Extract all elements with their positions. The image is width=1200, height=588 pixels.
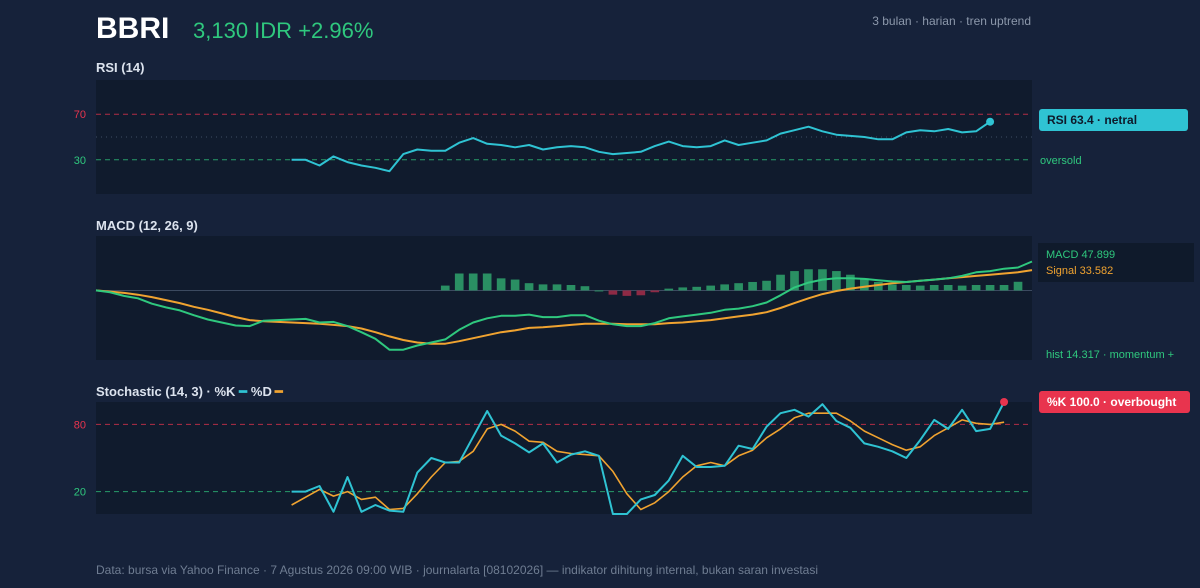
macd-histogram-bar [566, 284, 576, 291]
stochastic-last-point [1000, 398, 1009, 406]
macd-histogram-bar [552, 284, 562, 291]
macd-histogram-bar [846, 274, 855, 291]
macd-histogram-bar [496, 278, 506, 291]
macd-histogram-bar [804, 269, 813, 291]
macd-histogram-bar [748, 281, 757, 291]
macd-histogram-bar [734, 283, 743, 291]
macd-histogram-bar [664, 288, 674, 291]
macd-histogram-bar [538, 284, 548, 291]
rsi-callout-text: RSI 63.4 · netral [1047, 113, 1137, 127]
macd-histogram-bar [622, 290, 632, 296]
macd-signal-line [95, 269, 1033, 345]
macd-histogram-bar [720, 284, 729, 291]
rsi-title: RSI (14) [96, 60, 144, 75]
macd-histogram-bar [692, 286, 702, 291]
rsi-callout-box [1039, 109, 1188, 131]
stochastic-tick-label-20: 20 [74, 487, 86, 499]
macd-legend-signal: Signal 33.582 [1046, 265, 1113, 277]
stochastic-callout-text: %K 100.0 · overbought [1047, 395, 1176, 409]
macd-histogram-bar [1013, 281, 1023, 291]
macd-histogram-bar [636, 290, 646, 296]
macd-histogram-bar [650, 290, 660, 293]
stoch-d-legend-label: %D [251, 384, 272, 399]
rsi-oversold-label: oversold [1040, 155, 1082, 167]
stoch-d-legend-swatch: ━ [274, 384, 284, 399]
macd-histogram-bar [929, 284, 939, 291]
macd-histogram-bar [706, 285, 716, 291]
ticker-symbol: BBRI [96, 12, 169, 45]
macd-histogram-bar [999, 284, 1009, 291]
macd-histogram-bar [482, 273, 492, 291]
rsi-last-point [986, 117, 995, 126]
rsi-tick-label-70: 70 [74, 109, 86, 121]
macd-line [95, 260, 1033, 351]
macd-histogram-bar [873, 281, 883, 291]
macd-histogram-bar [440, 285, 450, 291]
macd-panel [96, 236, 1032, 360]
macd-histogram-bar [887, 284, 897, 291]
macd-histogram-bar [915, 285, 925, 291]
stochastic-title-text: Stochastic (14, 3) · %K [96, 384, 236, 399]
macd-histogram-bar [860, 278, 869, 291]
macd-histogram-bar [943, 284, 953, 291]
macd-histogram-bar [468, 273, 478, 291]
macd-histogram-bar [957, 285, 967, 291]
macd-histogram-bar [524, 283, 534, 291]
macd-legend-macd: MACD 47.899 [1046, 249, 1115, 261]
macd-histogram-bar [454, 273, 464, 291]
stochastic-d-line [291, 412, 1005, 511]
macd-histogram-bar [776, 274, 785, 291]
price-change: 3,130 IDR +2.96% [193, 18, 373, 43]
macd-histogram-bar [985, 284, 995, 291]
macd-title: MACD (12, 26, 9) [96, 218, 198, 233]
stochastic-callout-box [1039, 391, 1190, 413]
stochastic-title: Stochastic (14, 3) · %K ━ %D ━ [96, 384, 284, 399]
macd-histogram-bar [580, 286, 590, 291]
macd-histogram-bar [971, 284, 981, 291]
macd-histogram-bar [832, 271, 841, 291]
macd-legend-box [1038, 243, 1194, 282]
period-meta: 3 bulan · harian · tren uptrend [872, 14, 1031, 28]
stochastic-k-line [291, 401, 1005, 515]
macd-histogram-bar [790, 271, 799, 291]
stochastic-tick-label-80: 80 [74, 419, 86, 431]
macd-hist-label: hist 14.317 · momentum + [1046, 349, 1174, 361]
rsi-line [291, 120, 991, 173]
stoch-k-legend-swatch: ━ [238, 384, 248, 399]
rsi-tick-label-30: 30 [74, 155, 86, 167]
macd-histogram-bar [608, 290, 618, 295]
macd-histogram-bar [510, 279, 520, 291]
footer-source: Data: bursa via Yahoo Finance · 7 Agustu… [96, 563, 818, 577]
macd-histogram-bar [678, 287, 688, 291]
macd-histogram-bar [762, 280, 771, 291]
macd-histogram-bar [594, 290, 604, 292]
macd-histogram-bar [901, 284, 911, 291]
